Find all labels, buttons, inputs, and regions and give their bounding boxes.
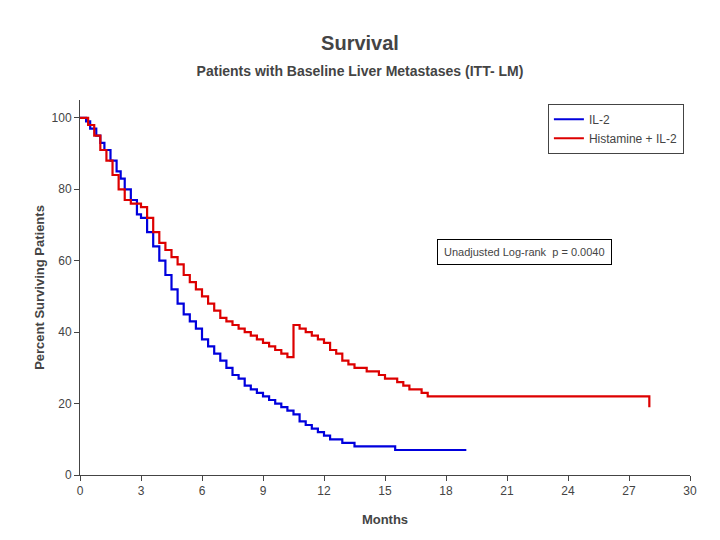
svg-text:Histamine + IL-2: Histamine + IL-2	[589, 132, 677, 146]
svg-text:27: 27	[622, 484, 636, 498]
svg-text:3: 3	[138, 484, 145, 498]
svg-text:21: 21	[500, 484, 514, 498]
svg-text:Patients with Baseline Liver M: Patients with Baseline Liver Metastases …	[197, 63, 524, 79]
svg-text:18: 18	[439, 484, 453, 498]
svg-text:80: 80	[58, 182, 72, 196]
svg-text:30: 30	[683, 484, 697, 498]
svg-text:IL-2: IL-2	[589, 113, 610, 127]
svg-text:Survival: Survival	[321, 32, 399, 54]
svg-text:12: 12	[317, 484, 331, 498]
svg-text:40: 40	[58, 325, 72, 339]
svg-text:15: 15	[378, 484, 392, 498]
svg-text:9: 9	[260, 484, 267, 498]
svg-text:0: 0	[65, 468, 72, 482]
svg-text:100: 100	[52, 111, 72, 125]
svg-text:6: 6	[199, 484, 206, 498]
svg-text:24: 24	[561, 484, 575, 498]
svg-text:Unadjusted Log-rank p = 0.004: Unadjusted Log-rank p = 0.0040	[444, 246, 605, 258]
svg-text:Months: Months	[362, 512, 408, 527]
svg-text:60: 60	[58, 254, 72, 268]
svg-text:20: 20	[58, 397, 72, 411]
svg-text:Percent Surviving Patients: Percent Surviving Patients	[32, 205, 47, 370]
svg-text:0: 0	[77, 484, 84, 498]
